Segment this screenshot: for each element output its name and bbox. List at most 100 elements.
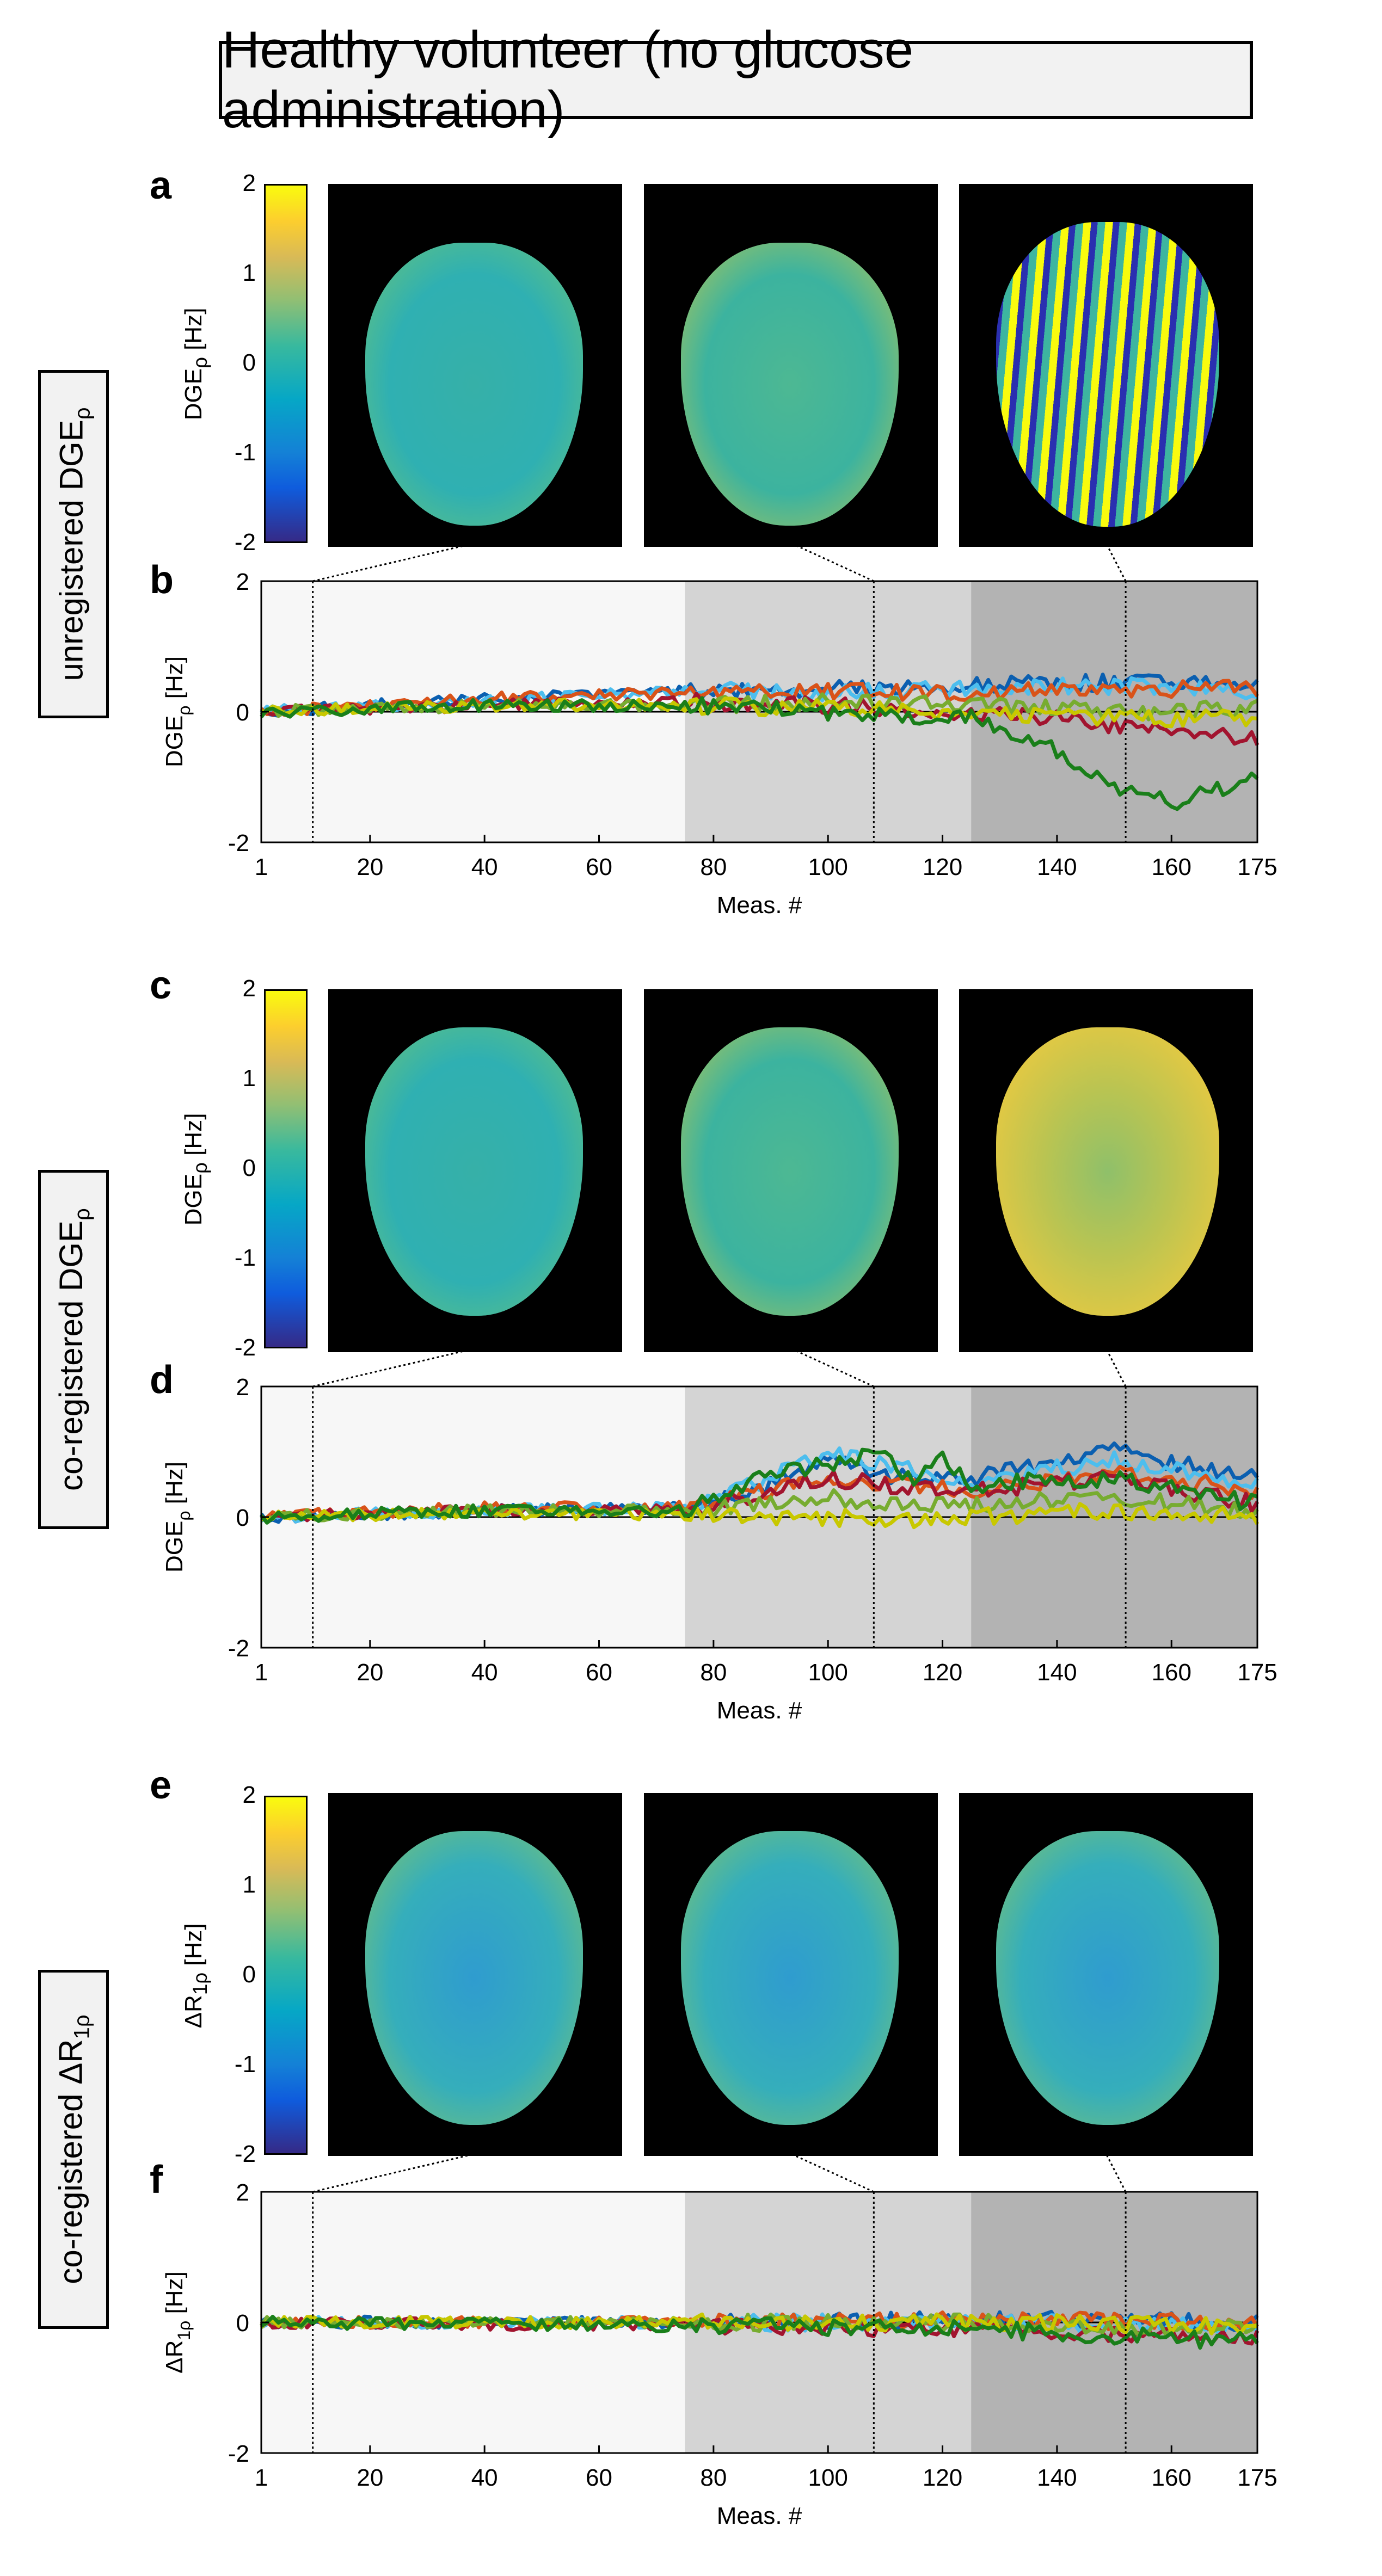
x-tick-label-f-0: 1: [255, 2464, 268, 2491]
x-tick-label-f-7: 140: [1037, 2464, 1077, 2491]
y-axis-label-unit-d: [Hz]: [161, 1462, 188, 1511]
x-tick-label-f-9: 175: [1237, 2464, 1277, 2491]
colorbar-c: [264, 989, 308, 1348]
x-tick-label-d-2: 40: [471, 1659, 498, 1686]
brain-image-c1: [328, 989, 622, 1352]
series-line-d-s6: [261, 1502, 1260, 1530]
cb-label-c-unit: [Hz]: [180, 1113, 207, 1156]
row-label-coregistered-dr: co-registered ΔR1ρ: [38, 1970, 109, 2329]
cb-tick-a-1: 1: [242, 260, 256, 286]
brain-image-a2: [644, 184, 938, 547]
x-tick-label-d-5: 100: [808, 1659, 847, 1686]
cb-tick-a-4: -2: [234, 529, 256, 556]
brain-image-e1: [328, 1793, 622, 2156]
x-tick-label-b-5: 100: [808, 854, 847, 880]
y-tick-label-d-1: 0: [236, 1505, 249, 1531]
x-tick-label-f-5: 100: [808, 2464, 847, 2491]
connector-line-f-0: [312, 2155, 475, 2193]
cb-tick-e-3: -1: [234, 2051, 256, 2078]
x-tick-label-b-9: 175: [1237, 854, 1277, 880]
y-tick-label-f-2: 2: [236, 2179, 249, 2206]
brain-image-a3: [959, 184, 1253, 547]
cb-tick-e-4: -2: [234, 2141, 256, 2167]
brain-slice-e1: [365, 1831, 583, 2125]
row-label-unregistered: unregistered DGEρ: [38, 370, 109, 718]
panel-letter-c: c: [150, 964, 172, 1007]
x-tick-label-b-1: 20: [357, 854, 383, 880]
brain-slice-e3: [996, 1831, 1219, 2125]
brain-slice-c3: [996, 1027, 1219, 1316]
x-tick-label-d-7: 140: [1037, 1659, 1077, 1686]
series-line-b-s3: [260, 679, 1259, 717]
cb-label-a-main: DGE: [180, 368, 207, 421]
x-tick-label-f-3: 60: [586, 2464, 612, 2491]
cb-tick-c-3: -1: [234, 1244, 256, 1271]
x-tick-label-f-1: 20: [357, 2464, 383, 2491]
brain-image-c3: [959, 989, 1253, 1352]
brain-image-a1: [328, 184, 622, 547]
colorbar-e: [264, 1796, 308, 2155]
cb-tick-e-1: 1: [242, 1871, 256, 1898]
page-title: Healthy volunteer (no glucose administra…: [219, 21, 1253, 139]
x-tick-label-d-4: 80: [700, 1659, 727, 1686]
x-tick-label-d-9: 175: [1237, 1659, 1277, 1686]
x-tick-label-b-6: 120: [923, 854, 962, 880]
x-tick-label-b-7: 140: [1037, 854, 1077, 880]
series-line-f-s6: [260, 2312, 1258, 2335]
colorbar-a: [264, 184, 308, 543]
cb-tick-c-0: 2: [242, 975, 256, 1002]
series-line-b-s6: [261, 697, 1258, 729]
brain-image-e3: [959, 1793, 1253, 2156]
brain-slice-a2: [681, 243, 899, 526]
x-axis-label-d: Meas. #: [717, 1697, 802, 1724]
connector-line-d-2: [1105, 1349, 1127, 1387]
cb-label-e-unit: [Hz]: [180, 1923, 207, 1966]
series-line-d-s7: [260, 1447, 1258, 1525]
cb-label-e-main: ΔR: [180, 1995, 207, 2029]
y-axis-label-sub-f: 1ρ: [174, 2321, 194, 2340]
y-tick-label-b-1: 0: [236, 699, 249, 726]
panel-letter-e: e: [150, 1764, 172, 1807]
x-tick-label-d-3: 60: [586, 1659, 612, 1686]
colorbar-label-c: DGEρ [Hz]: [180, 1110, 212, 1229]
colorbar-label-a: DGEρ [Hz]: [180, 304, 212, 424]
y-tick-label-b-2: 2: [236, 569, 249, 595]
x-tick-label-b-3: 60: [586, 854, 612, 880]
series-line-d-s5: [261, 1488, 1259, 1523]
panel-letter-b: b: [150, 558, 174, 602]
cb-tick-c-2: 0: [242, 1155, 256, 1181]
cb-tick-e-0: 2: [242, 1782, 256, 1808]
x-tick-label-b-2: 40: [471, 854, 498, 880]
x-tick-label-d-1: 20: [357, 1659, 383, 1686]
y-tick-label-b-0: -2: [228, 830, 249, 856]
y-axis-label-b: DGEρ [Hz]: [161, 656, 194, 767]
title-text: Healthy volunteer (no glucose administra…: [222, 21, 914, 139]
y-axis-label-f: ΔR1ρ [Hz]: [161, 2271, 194, 2374]
x-tick-label-d-6: 120: [923, 1659, 962, 1686]
brain-image-c2: [644, 989, 938, 1352]
x-axis-label-b: Meas. #: [717, 892, 802, 919]
cb-label-c-main: DGE: [180, 1173, 207, 1226]
row-label-coregistered-dge: co-registered DGEρ: [38, 1170, 109, 1529]
y-axis-label-unit-b: [Hz]: [161, 656, 188, 705]
series-line-f-s7: [260, 2314, 1259, 2350]
panel-letter-d: d: [150, 1358, 174, 1402]
cb-label-a-unit: [Hz]: [180, 307, 207, 350]
brain-slice-c1: [365, 1027, 583, 1316]
cb-tick-a-0: 2: [242, 170, 256, 196]
cb-tick-c-4: -2: [234, 1334, 256, 1361]
x-tick-label-f-4: 80: [700, 2464, 727, 2491]
connector-line-d-1: [791, 1349, 874, 1388]
connector-line-d-0: [312, 1349, 475, 1388]
cb-tick-e-2: 0: [242, 1961, 256, 1988]
cb-tick-c-1: 1: [242, 1065, 256, 1092]
y-tick-label-f-1: 0: [236, 2310, 249, 2337]
y-tick-label-f-0: -2: [228, 2441, 249, 2467]
y-axis-label-main-b: DGE: [161, 716, 188, 767]
cb-tick-a-3: -1: [234, 439, 256, 466]
x-tick-label-d-8: 160: [1152, 1659, 1191, 1686]
y-axis-label-sub-b: ρ: [174, 705, 194, 715]
